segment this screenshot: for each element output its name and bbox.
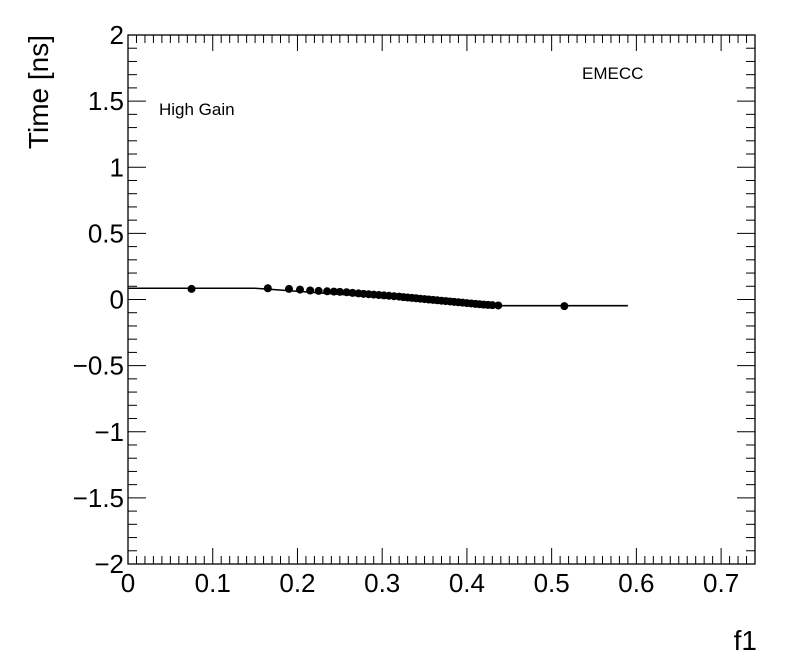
y-tick-label: −0.5 (73, 351, 124, 381)
x-axis-title: f1 (734, 625, 757, 656)
data-point (560, 302, 569, 311)
data-point (284, 284, 293, 293)
y-tick-label: 2 (110, 20, 124, 50)
x-tick-label: 0.1 (195, 568, 231, 598)
y-tick-label: −1.5 (73, 483, 124, 513)
axis-ticks (127, 34, 756, 565)
y-tick-labels: −2 −1.5 −1 −0.5 0 0.5 1 1.5 2 (73, 20, 124, 579)
x-tick-label: 0.5 (534, 568, 570, 598)
data-point (494, 301, 503, 310)
x-tick-label: 0.7 (703, 568, 739, 598)
x-tick-label: 0.4 (449, 568, 485, 598)
x-tick-labels: 0 0.1 0.2 0.3 0.4 0.5 0.6 0.7 (121, 568, 739, 598)
data-point (348, 288, 357, 297)
x-tick-label: 0.2 (279, 568, 315, 598)
y-tick-label: −2 (94, 549, 124, 579)
data-point (342, 288, 351, 297)
data-point (323, 287, 332, 296)
data-point (296, 285, 305, 294)
annotation-high-gain: High Gain (159, 100, 235, 119)
x-tick-label: 0.6 (618, 568, 654, 598)
annotation-emecc: EMECC (582, 64, 643, 83)
data-points (187, 284, 569, 311)
data-point (488, 301, 497, 310)
y-axis-title: Time [ns] (23, 35, 54, 149)
data-point (335, 287, 344, 296)
plot-frame (127, 34, 756, 565)
y-tick-label: 0 (110, 285, 124, 315)
data-point (263, 284, 272, 293)
y-tick-label: 1.5 (88, 86, 124, 116)
data-point (187, 284, 196, 293)
y-tick-label: 1 (110, 152, 124, 182)
data-point (306, 286, 315, 295)
data-point (314, 286, 323, 295)
x-tick-label: 0.3 (364, 568, 400, 598)
data-point (329, 287, 338, 296)
x-tick-label: 0 (121, 568, 135, 598)
y-tick-label: −1 (94, 417, 124, 447)
y-tick-label: 0.5 (88, 218, 124, 248)
